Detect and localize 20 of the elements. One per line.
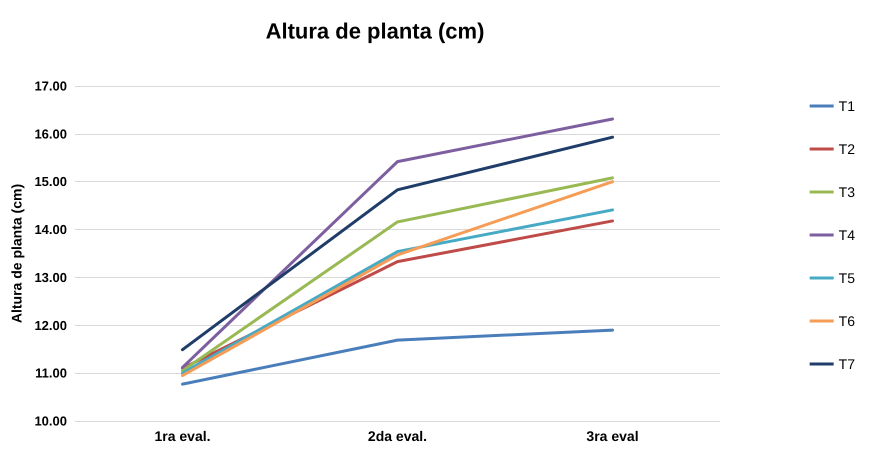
legend-label: T1 <box>838 98 856 114</box>
y-axis-title: Altura de planta (cm) <box>8 184 25 324</box>
x-tick-label: 3ra eval <box>586 428 639 444</box>
legend-label: T7 <box>838 356 856 372</box>
x-tick-label: 1ra eval. <box>154 428 211 444</box>
x-tick-label: 2da eval. <box>368 428 428 444</box>
y-tick-label: 15.00 <box>34 174 67 190</box>
y-tick-label: 11.00 <box>35 366 67 381</box>
y-tick-label: 13.00 <box>34 270 67 285</box>
chart-title: Altura de planta (cm) <box>266 18 484 44</box>
y-tick-label: 16.00 <box>34 126 67 142</box>
legend-label: T6 <box>838 313 856 329</box>
y-tick-label: 10.00 <box>34 414 67 428</box>
legend-label: T5 <box>838 270 856 286</box>
legend-label: T4 <box>838 227 856 243</box>
legend-label: T3 <box>838 184 856 200</box>
y-tick-label: 14.00 <box>34 222 67 238</box>
y-tick-label: 12.00 <box>34 318 67 333</box>
y-tick-label: 17.00 <box>34 78 67 94</box>
legend-label: T2 <box>838 141 856 157</box>
